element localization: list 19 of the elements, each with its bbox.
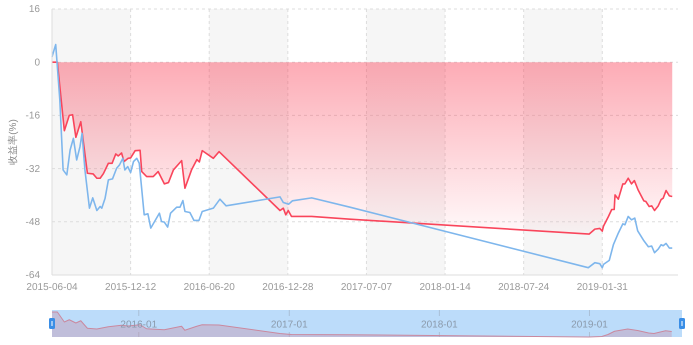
x-tick-label: 2016-12-28 <box>262 282 314 294</box>
y-tick-label: -64 <box>26 270 40 282</box>
y-tick-label: 16 <box>28 4 40 16</box>
y-tick-label: -32 <box>26 164 40 175</box>
x-tick-label: 2017-07-07 <box>340 282 392 294</box>
x-tick-label: 2019-01 <box>571 320 608 330</box>
y-tick-label: -48 <box>26 217 40 228</box>
x-tick-label: 2018-01 <box>421 320 458 330</box>
x-tick-label: 2017-01 <box>270 320 308 330</box>
x-tick-label: 2015-06-04 <box>26 282 78 294</box>
y-tick-label: -16 <box>26 110 40 122</box>
x-tick-label: 2018-01-14 <box>419 282 472 294</box>
x-tick-label: 2015-12-12 <box>105 282 157 294</box>
line-series <box>51 44 674 268</box>
x-tick-label: 2018-07-24 <box>498 282 550 294</box>
y-axis-title: 收益率(%) <box>7 119 19 165</box>
y-tick-label: 0 <box>34 57 40 68</box>
x-tick-label: 2016-06-20 <box>184 282 236 294</box>
x-tick-label: 2019-01-31 <box>576 282 628 294</box>
